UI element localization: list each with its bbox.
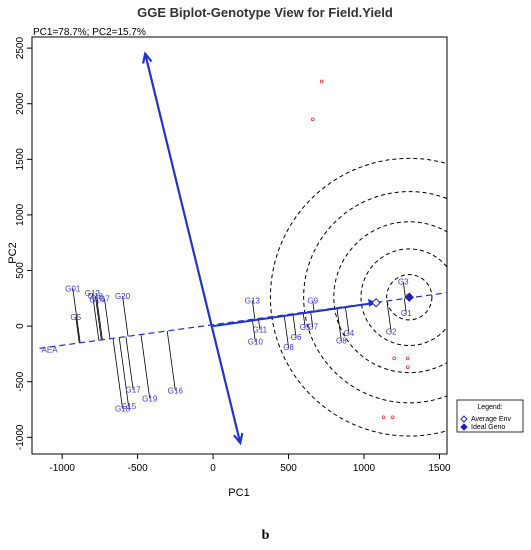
y-tick-label: 2000 xyxy=(15,92,26,115)
environment-point xyxy=(405,365,410,370)
figure-caption: b xyxy=(261,528,270,543)
genotype-label: G1 xyxy=(401,309,412,318)
environment-point xyxy=(405,356,410,361)
x-tick-label: 1000 xyxy=(353,463,376,474)
genotype-projection-line xyxy=(125,336,134,390)
genotype-projection-line xyxy=(312,300,315,311)
genotype-label: G6 xyxy=(291,333,302,342)
aea-label: AEA xyxy=(42,345,59,354)
genotype-projection-line xyxy=(344,306,350,333)
legend-average-env-symbol xyxy=(460,415,468,423)
x-tick-label: -1000 xyxy=(49,463,75,474)
gge-biplot: GGE Biplot-Genotype View for Field.Yield… xyxy=(7,5,524,499)
x-tick-label: 0 xyxy=(210,463,216,474)
genotype-label: G10 xyxy=(248,338,264,347)
x-axis-label: PC1 xyxy=(228,487,249,499)
y-axis: -1000 -500 0 500 1000 1500 2000 2500 xyxy=(15,37,32,450)
genotype-projection-line xyxy=(386,300,392,332)
genotype-projection-line xyxy=(104,298,111,339)
y-tick-label: -500 xyxy=(15,371,26,391)
y-tick-label: 1500 xyxy=(15,148,26,171)
genotype-projection-line xyxy=(302,312,306,328)
genotype-projection-line xyxy=(72,288,81,343)
genotype-label: G9 xyxy=(307,297,318,306)
genotype-projection-line xyxy=(251,300,256,320)
plot-frame xyxy=(31,36,448,455)
genotype-label: G8 xyxy=(336,337,347,346)
genotype-projection-line xyxy=(112,338,123,409)
environment-point xyxy=(390,415,395,420)
genotype-projection-line xyxy=(140,334,151,399)
legend-ideal-geno-symbol xyxy=(460,423,468,431)
genotype-label: G5 xyxy=(70,313,81,322)
ideal-circle xyxy=(269,157,447,437)
legend-title: Legend: xyxy=(477,404,502,411)
y-tick-label: 2500 xyxy=(15,37,26,60)
y-tick-label: 1000 xyxy=(15,203,26,226)
chart-subtitle: PC1=78.7%; PC2=15.7% xyxy=(33,27,146,38)
genotype-projection-line xyxy=(166,330,176,391)
environment-point xyxy=(381,415,386,420)
ata-double-arrow xyxy=(144,53,242,444)
genotype-label: G16 xyxy=(168,387,184,396)
legend-average-env-label: Average Env xyxy=(471,416,511,423)
genotype-projection-line xyxy=(91,292,100,341)
y-tick-label: 500 xyxy=(15,262,26,279)
legend: Legend: Average Env Ideal Geno xyxy=(456,399,524,433)
genotype-label: G12 xyxy=(85,289,101,298)
genotype-projection-line xyxy=(75,317,80,343)
genotype-label: G11 xyxy=(253,325,268,334)
x-axis: -1000 -500 0 500 1000 1500 xyxy=(49,454,451,474)
environment-point xyxy=(319,79,324,84)
genotype-label: G20 xyxy=(115,292,131,301)
genotype-label: G2 xyxy=(386,328,397,337)
genotype-label: G4 xyxy=(344,329,355,338)
genotype-projection-line xyxy=(403,298,407,313)
average-env-marker xyxy=(371,298,381,308)
genotype-projection-line xyxy=(336,307,342,341)
x-tick-label: -500 xyxy=(128,463,148,474)
ideal-circle xyxy=(360,248,447,346)
aea-arrow xyxy=(212,301,377,328)
ideal-geno-marker xyxy=(404,292,414,302)
genotype-projection-line xyxy=(118,337,129,407)
environment-point xyxy=(392,356,396,361)
genotype-projection-line xyxy=(94,296,102,340)
genotype-label: G3 xyxy=(398,278,409,287)
ata-arrow-head-bottom xyxy=(233,432,244,446)
ideal-circles xyxy=(269,157,447,437)
genotype-label: G01 xyxy=(65,284,81,293)
genotype-projection-line xyxy=(283,314,289,348)
legend-box xyxy=(456,399,524,433)
genotype-label: G13 xyxy=(245,297,261,306)
y-tick-label: 0 xyxy=(15,323,26,329)
legend-ideal-geno-label: Ideal Geno xyxy=(471,424,505,431)
ideal-circle xyxy=(303,191,447,404)
x-tick-label: 500 xyxy=(280,463,297,474)
genotype-label: G15 xyxy=(121,402,137,411)
genotype-label: G5 xyxy=(300,323,311,332)
genotype-label: G18 xyxy=(115,404,131,413)
ideal-circle xyxy=(386,274,433,321)
genotype-label: G7 xyxy=(307,323,318,332)
chart-title: GGE Biplot-Genotype View for Field.Yield xyxy=(137,5,393,20)
genotype-projection-line xyxy=(292,313,297,338)
y-tick-label: -1000 xyxy=(15,424,26,450)
genotype-label: G14 xyxy=(89,295,105,304)
genotype-label: G18 xyxy=(88,292,104,301)
genotype-label: G8 xyxy=(283,343,294,352)
environment-point xyxy=(310,117,315,122)
genotype-label: G17 xyxy=(126,386,142,395)
genotype-label: G19 xyxy=(142,394,158,403)
genotype-projection-line xyxy=(310,311,314,327)
genotype-projection-line xyxy=(251,319,256,342)
genotype-projection-line xyxy=(96,299,103,340)
y-axis-label: PC2 xyxy=(7,242,19,263)
genotype-projection-line xyxy=(122,296,129,337)
x-tick-label: 1500 xyxy=(428,463,451,474)
ata-arrow-head-top xyxy=(142,51,153,64)
genotype-label: G7 xyxy=(99,294,110,303)
